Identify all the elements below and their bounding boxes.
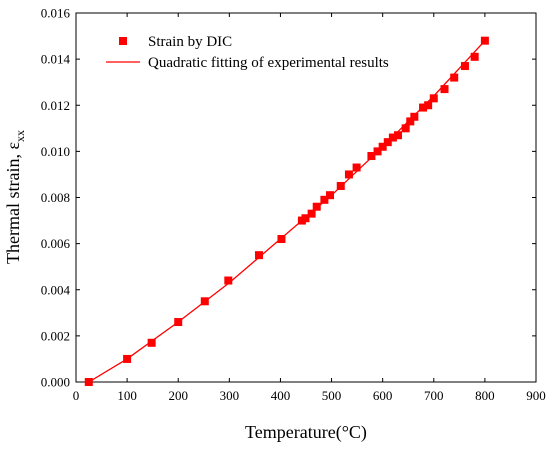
series-layer [84,36,489,386]
data-point [419,103,428,112]
data-point [200,297,209,306]
y-tick-label: 0.008 [41,190,70,205]
x-tick-label: 800 [475,388,495,403]
data-point [401,124,410,133]
data-point [344,170,353,179]
legend-label-strain-by-dic: Strain by DIC [148,34,232,50]
y-tick-label: 0.014 [41,52,71,67]
data-point [123,354,132,363]
data-point [367,151,376,160]
data-point [424,101,433,110]
data-point [440,85,449,94]
data-point [410,112,419,121]
y-tick-label: 0.000 [41,375,70,390]
x-tick-label: 200 [168,388,188,403]
data-point [394,131,402,140]
x-tick-label: 600 [373,388,393,403]
x-tick-label: 700 [424,388,444,403]
data-point [174,318,183,327]
y-tick-label: 0.012 [41,98,70,113]
data-point [320,195,329,204]
data-point [254,251,263,260]
legend: Strain by DIC Quadratic fitting of exper… [106,34,389,71]
data-point [460,62,469,71]
y-tick-label: 0.010 [41,144,70,159]
fit-line [88,40,486,383]
data-point [450,73,459,82]
y-axis-title-main: Thermal strain, ε [3,142,23,264]
y-axis-title: Thermal strain, εxx [3,130,27,264]
y-tick-label: 0.016 [41,6,71,21]
x-tick-label: 300 [220,388,240,403]
x-axis-ticks: 0 100 200 300 400 500 600 700 800 900 [73,13,546,403]
data-point [388,133,397,142]
data-point [336,181,345,190]
data-point [277,235,286,244]
y-tick-label: 0.002 [41,328,70,343]
legend-label-quadratic-fit: Quadratic fitting of experimental result… [148,55,389,71]
data-point [301,214,310,223]
data-point [147,338,156,347]
data-point [326,191,335,200]
x-tick-label: 0 [73,388,80,403]
x-tick-label: 100 [117,388,137,403]
data-point [429,94,438,103]
data-point [84,378,93,386]
y-tick-label: 0.006 [41,236,71,251]
data-point [312,202,321,211]
x-tick-label: 400 [271,388,291,403]
y-axis-title-subscript: xx [13,130,27,142]
data-point [470,52,479,61]
x-axis-title: Temperature(°C) [245,422,367,443]
data-point [406,117,415,126]
x-tick-label: 900 [526,388,546,403]
data-point [352,163,361,172]
x-tick-label: 500 [322,388,342,403]
data-point [383,138,392,147]
data-point [373,147,382,156]
y-tick-label: 0.004 [41,282,71,297]
y-axis-ticks: 0.000 0.002 0.004 0.006 0.008 0.010 0.012 0.014… [41,6,536,390]
data-point [224,276,233,285]
data-point [378,142,387,151]
data-point [307,209,316,218]
legend-marker-swatch [119,37,127,45]
data-point [480,36,489,45]
